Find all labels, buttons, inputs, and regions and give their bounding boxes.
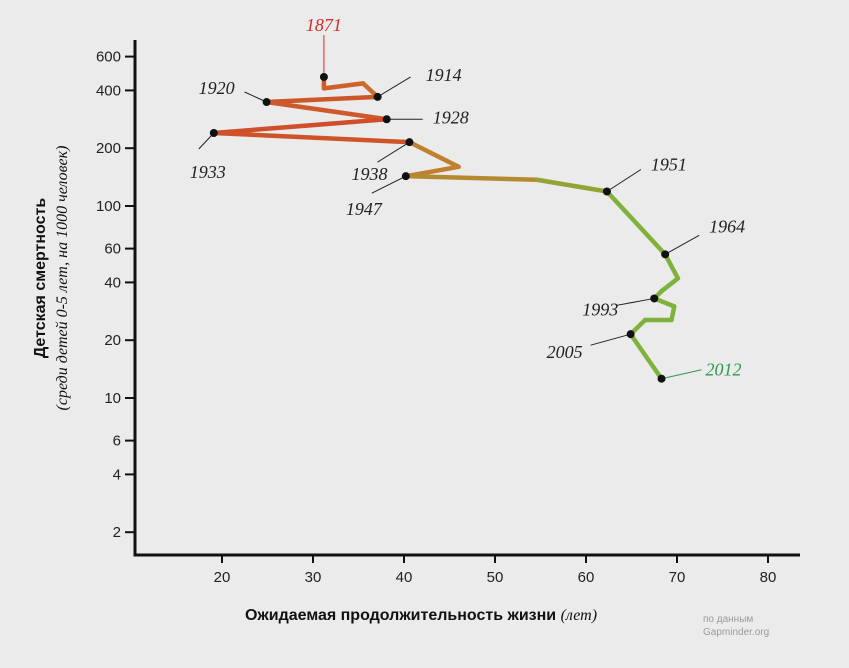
x-tick-label: 30 [305, 569, 322, 586]
y-tick-label: 200 [96, 140, 121, 157]
point-2012 [657, 374, 666, 383]
y-tick-label: 100 [96, 198, 121, 215]
leader-line-2005 [590, 333, 631, 346]
y-tick-label: 10 [104, 390, 121, 407]
trajectory-segment [321, 81, 366, 91]
leader-line-1993 [616, 297, 655, 306]
leader-line-1947 [371, 175, 407, 194]
source-line-2: Gapminder.org [703, 627, 769, 638]
point-1938 [405, 138, 414, 147]
trajectory-segment [628, 331, 664, 381]
year-label-1920: 1920 [199, 78, 235, 98]
year-annotations: 1871 1914 1920 1928 1933 1938 1947 1951 1964 1993… [190, 15, 745, 380]
year-label-1914: 1914 [426, 65, 462, 85]
point-1871 [319, 72, 328, 81]
x-tick-label: 50 [487, 569, 504, 586]
point-1920 [262, 98, 271, 107]
year-label-1951: 1951 [651, 154, 687, 174]
y-axis-title-main: Детская смертность [32, 198, 49, 358]
leader-line-1920 [244, 91, 267, 103]
axes: 20 30 40 50 60 70 80 2 4 6 10 20 40 60 100 200 400 600 [96, 40, 800, 586]
trajectory-segment [669, 304, 677, 323]
source-line-1: по данным [703, 614, 753, 625]
y-tick-label: 40 [104, 274, 121, 291]
year-label-1993: 1993 [582, 299, 618, 319]
trajectory-segment [211, 117, 389, 136]
year-label-1871: 1871 [306, 15, 342, 35]
point-1964 [661, 250, 670, 259]
x-axis-title-main: Ожидаемая продолжительность жизни [245, 607, 556, 624]
year-label-1933: 1933 [190, 162, 226, 182]
trajectory-segment [403, 173, 540, 182]
y-tick-label: 2 [113, 524, 121, 541]
y-axis-title-sub: (среди детей 0-5 лет, на 1000 человек) [54, 146, 71, 411]
point-1914 [373, 92, 382, 101]
trajectory-segment [659, 276, 681, 294]
leader-line-1964 [664, 234, 700, 255]
year-points [209, 72, 670, 383]
trajectory-segment [264, 94, 380, 105]
point-2005 [626, 330, 635, 339]
y-tick-label: 20 [104, 332, 121, 349]
trajectory-segment [407, 139, 461, 170]
trajectory-segment [534, 177, 610, 194]
trajectory-segment [211, 130, 412, 145]
leader-line-1951 [606, 169, 642, 192]
y-tick-label: 6 [113, 433, 121, 450]
year-label-1938: 1938 [351, 164, 387, 184]
x-axis-title: Ожидаемая продолжительность жизни (лет) [245, 607, 597, 624]
year-label-1964: 1964 [709, 216, 745, 236]
x-tick-label: 40 [396, 569, 413, 586]
x-tick-label: 70 [669, 569, 686, 586]
leader-line-1938 [377, 141, 410, 163]
trajectory-segment [264, 99, 389, 122]
y-axis-title: Детская смертность (среди детей 0-5 лет,… [32, 146, 71, 411]
x-tick-label: 80 [760, 569, 777, 586]
trajectory-segment [604, 189, 668, 257]
x-tick-label: 60 [578, 569, 595, 586]
y-tick-label: 400 [96, 82, 121, 99]
point-1933 [209, 128, 218, 137]
trajectory-segment [662, 252, 681, 281]
year-label-2012: 2012 [706, 360, 742, 380]
x-axis-title-unit: (лет) [561, 607, 597, 624]
y-tick-label: 600 [96, 49, 121, 66]
trajectory-line [211, 74, 681, 381]
x-tick-label: 20 [214, 569, 231, 586]
year-label-1947: 1947 [346, 199, 383, 219]
y-tick-label: 60 [104, 241, 121, 258]
point-1928 [382, 115, 391, 124]
leader-line-1914 [377, 76, 411, 98]
y-tick-label: 4 [113, 466, 121, 483]
point-1993 [650, 294, 659, 303]
year-label-2005: 2005 [547, 342, 583, 362]
leader-line-2012 [661, 369, 702, 380]
year-label-1928: 1928 [433, 107, 469, 127]
point-1951 [602, 187, 611, 196]
point-1947 [401, 172, 410, 181]
